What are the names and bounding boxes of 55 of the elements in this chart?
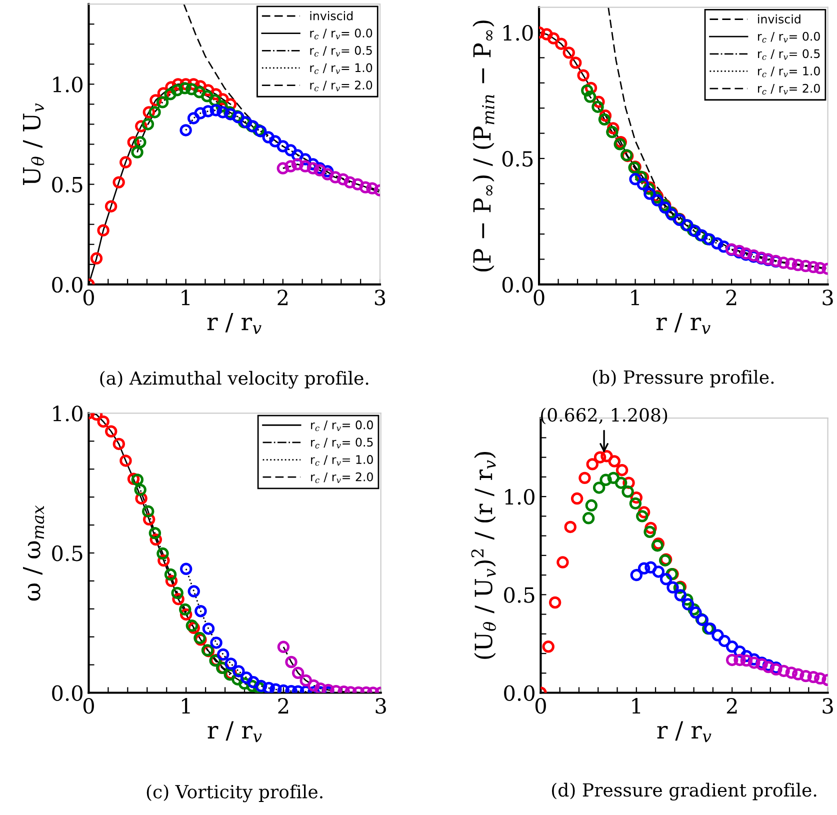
y-tick-label: 0.0 bbox=[504, 685, 534, 701]
x-tick-label: 1 bbox=[631, 290, 639, 306]
legend-label: r$_{c}$ / r$_{v}$= 2.0 bbox=[758, 84, 820, 95]
legend-label: inviscid bbox=[758, 14, 800, 24]
legend-label: r$_{c}$ / r$_{v}$= 1.0 bbox=[310, 63, 372, 74]
y-tick-label: 0.0 bbox=[52, 276, 82, 293]
legend-label: inviscid bbox=[310, 11, 353, 20]
x-axis-title: r / r$_{v}$ bbox=[207, 312, 262, 334]
x-tick-label: 3 bbox=[822, 698, 833, 714]
y-tick-label: 0.5 bbox=[502, 150, 533, 167]
legend-label: r$_{c}$ / r$_{v}$= 0.5 bbox=[758, 49, 820, 60]
text: (d) Pressure gradient profile. bbox=[552, 782, 816, 800]
x-tick-label: 1 bbox=[182, 290, 190, 306]
y-tick-label: 1.0 bbox=[505, 489, 534, 505]
y-axis-title: U$_{θ}$ / U$_{v}$ bbox=[23, 103, 44, 186]
x-axis-title: r / r$_{v}$ bbox=[656, 312, 710, 334]
legend-label: r$_{c}$ / r$_{v}$= 0.5 bbox=[310, 46, 372, 57]
y-tick-label: 0.5 bbox=[52, 545, 82, 562]
x-tick-label: 2 bbox=[726, 290, 736, 306]
text: (b) Pressure profile. bbox=[592, 370, 774, 388]
x-tick-label: 3 bbox=[822, 290, 833, 306]
text: (c) Vorticity profile. bbox=[146, 784, 322, 802]
x-tick-label: 0 bbox=[534, 290, 544, 306]
y-tick-label: 0.5 bbox=[52, 176, 82, 193]
legend-label: r$_{c}$ / r$_{v}$= 0.0 bbox=[310, 28, 372, 40]
y-tick-label: 1.0 bbox=[53, 406, 82, 422]
legend-label: r$_{c}$ / r$_{v}$= 0.5 bbox=[311, 438, 373, 448]
y-tick-label: 0.0 bbox=[52, 685, 82, 701]
x-tick-label: 3 bbox=[374, 290, 386, 306]
y-tick-label: 0.5 bbox=[504, 587, 534, 603]
legend-label: r$_{c}$ / r$_{v}$= 2.0 bbox=[310, 80, 372, 92]
text: (a) Azimuthal velocity profile. bbox=[100, 370, 368, 389]
x-tick-label: 0 bbox=[83, 290, 94, 306]
x-tick-label: 2 bbox=[726, 698, 737, 714]
legend-label: r$_{c}$ / r$_{v}$= 0.0 bbox=[758, 32, 820, 43]
y-tick-label: 1.0 bbox=[53, 76, 82, 92]
y-axis-title: ω / ω$_{max}$ bbox=[23, 505, 44, 601]
y-axis-title: (P − P$_{∞}$) / (P$_{min}$ − P$_{∞}$) bbox=[472, 20, 494, 272]
x-tick-label: 2 bbox=[278, 698, 288, 714]
legend-label: r$_{c}$ / r$_{v}$= 1.0 bbox=[311, 455, 373, 466]
x-axis-title: r / r$_{v}$ bbox=[657, 721, 712, 742]
x-tick-label: 3 bbox=[376, 698, 386, 714]
x-tick-label: 1 bbox=[632, 698, 640, 714]
y-tick-label: 0.0 bbox=[502, 276, 533, 293]
x-tick-label: 1 bbox=[182, 698, 190, 714]
legend-label: r$_{c}$ / r$_{v}$= 2.0 bbox=[311, 472, 373, 484]
legend-label: r$_{c}$ / r$_{v}$= 1.0 bbox=[758, 66, 820, 78]
x-axis-title: r / r$_{v}$ bbox=[208, 721, 262, 742]
x-tick-label: 2 bbox=[278, 290, 288, 306]
x-tick-label: 0 bbox=[535, 698, 546, 714]
x-tick-label: 0 bbox=[83, 698, 94, 714]
annotation: (0.662, 1.208) bbox=[541, 408, 668, 424]
y-tick-label: 1.0 bbox=[504, 24, 533, 41]
text: (U$_{θ}$ / U$_{v}$)$^{2}$ / (r / r$_{v}$) bbox=[471, 452, 496, 659]
legend-label: r$_{c}$ / r$_{v}$= 0.0 bbox=[311, 420, 373, 432]
